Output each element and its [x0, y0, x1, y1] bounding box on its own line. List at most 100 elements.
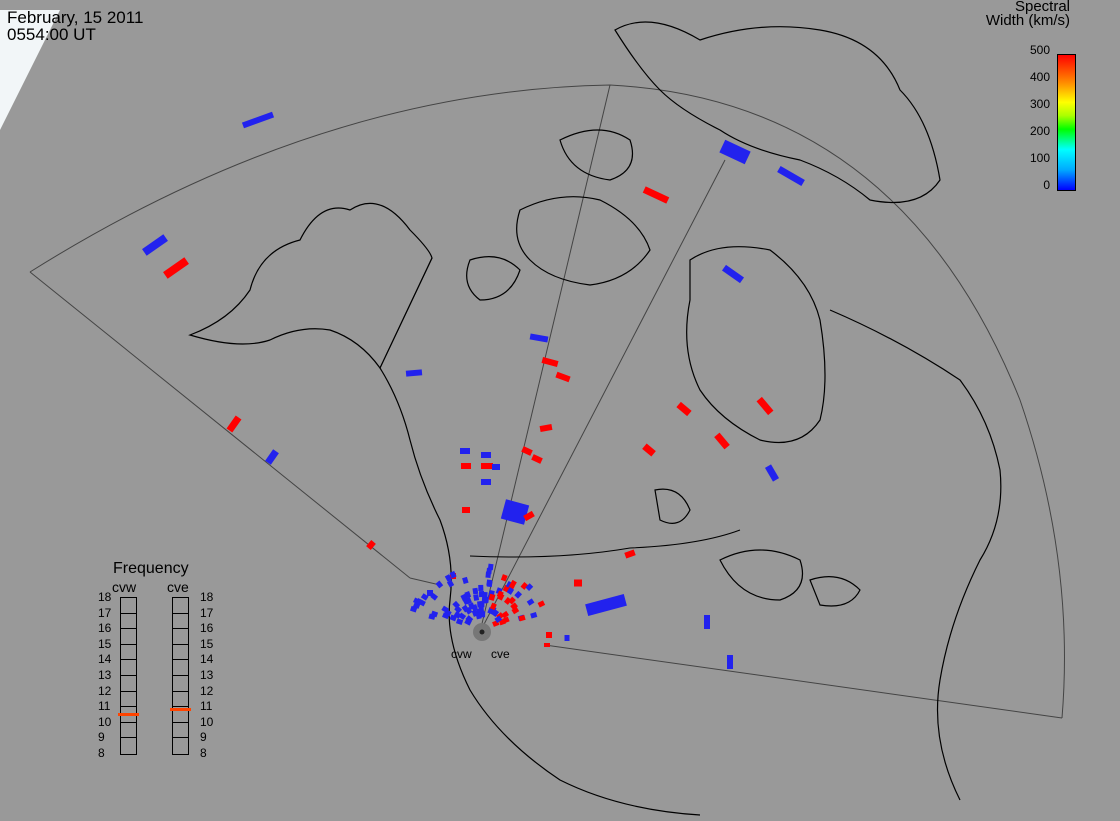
- frequency-tick: 18: [200, 590, 214, 604]
- echo-cell: [719, 139, 751, 165]
- frequency-cell: [173, 660, 188, 676]
- echo-cell: [471, 604, 478, 612]
- echo-cell: [461, 463, 471, 469]
- echo-cell: [529, 333, 549, 343]
- frequency-cell: [121, 629, 136, 645]
- echo-cell: [526, 598, 535, 606]
- colorbar-title-line2: Width (km/s): [985, 12, 1070, 29]
- echo-cell: [472, 587, 479, 595]
- echo-cell: [481, 597, 488, 604]
- frequency-tick: 15: [98, 636, 112, 651]
- echo-cell: [511, 606, 520, 615]
- echo-cell: [464, 618, 472, 626]
- frequency-tick: 9: [98, 730, 105, 745]
- echo-cell: [506, 587, 515, 595]
- echo-cell: [508, 596, 516, 605]
- echo-cell: [478, 584, 484, 592]
- frequency-tick: 10: [98, 714, 112, 729]
- echo-cell: [481, 479, 491, 485]
- frequency-cell: [173, 629, 188, 645]
- echo-cell: [449, 570, 457, 579]
- colorbar-tick: 500: [1029, 43, 1050, 57]
- echo-cell: [500, 499, 530, 525]
- echo-cell: [756, 396, 774, 416]
- echo-cell: [477, 601, 483, 608]
- echo-cell: [489, 602, 497, 611]
- frequency-marker-cve: [170, 708, 191, 712]
- colorbar-tick: 200: [1029, 124, 1050, 138]
- frequency-tick: 14: [98, 652, 112, 667]
- frequency-cell: [121, 676, 136, 692]
- frequency-tick: 8: [98, 746, 105, 760]
- echo-cell: [497, 592, 505, 601]
- frequency-tick: 13: [98, 668, 112, 682]
- echo-cell: [727, 655, 733, 669]
- echo-cell: [482, 591, 488, 599]
- echo-cell: [564, 635, 570, 641]
- echo-cell: [531, 454, 543, 464]
- echo-cell: [777, 165, 805, 187]
- echo-cell: [226, 415, 242, 433]
- frequency-cell: [173, 645, 188, 661]
- echo-cell: [491, 609, 500, 617]
- echo-cell: [530, 612, 538, 619]
- echo-cell: [461, 604, 470, 613]
- echo-cell: [420, 593, 429, 601]
- echo-cell: [427, 590, 433, 596]
- frequency-tick: 11: [200, 699, 213, 714]
- echo-cell: [455, 618, 464, 626]
- echo-cell: [430, 610, 439, 618]
- echo-cell: [520, 582, 529, 590]
- echo-cell: [458, 612, 467, 621]
- frequency-tick: 13: [200, 668, 214, 682]
- colorbar-tick: 100: [1029, 151, 1050, 165]
- frequency-cell: [121, 598, 136, 614]
- coastlines: [188, 21, 1002, 816]
- date-label: February, 15 2011: [7, 8, 144, 27]
- echo-cell: [405, 369, 423, 377]
- echo-cell: [546, 632, 552, 638]
- echo-cell: [454, 605, 463, 614]
- echo-cell: [714, 432, 730, 450]
- echo-cell: [494, 615, 503, 623]
- echo-cell: [464, 591, 472, 599]
- echo-cell: [473, 594, 480, 601]
- echo-cell: [509, 579, 517, 588]
- echo-cell: [676, 401, 692, 417]
- echo-cell: [523, 510, 535, 522]
- echo-cell: [486, 580, 493, 588]
- echo-cell: [539, 424, 553, 432]
- frequency-tick: 10: [200, 714, 214, 729]
- radar-site-center: [479, 629, 485, 635]
- echo-cell: [446, 579, 455, 588]
- frequency-cell: [121, 692, 136, 708]
- frequency-cell: [173, 738, 188, 754]
- echo-cell: [521, 446, 533, 456]
- echo-cell: [502, 616, 510, 624]
- frequency-cell: [121, 707, 136, 723]
- colorbar-tick: 400: [1029, 70, 1050, 84]
- echo-cell: [410, 605, 418, 613]
- echo-cell: [537, 600, 546, 608]
- frequency-cell: [121, 738, 136, 754]
- echo-cell: [441, 605, 450, 614]
- echo-cell: [721, 264, 745, 284]
- radar-label-east: cve: [491, 647, 510, 661]
- frequency-scale-cve: [172, 597, 189, 755]
- echo-cell: [704, 615, 710, 629]
- echo-cell: [487, 563, 494, 571]
- frequency-tick: 17: [200, 605, 214, 620]
- echo-cell: [642, 186, 670, 204]
- echo-cell: [555, 371, 571, 383]
- echo-cell: [541, 357, 559, 367]
- radar-label-west: cvw: [451, 647, 472, 661]
- pale-region: [0, 10, 60, 130]
- frequency-tick: 12: [200, 683, 214, 698]
- frequency-cell: [173, 598, 188, 614]
- frequency-cell: [173, 723, 188, 739]
- colorbar-tick: 0: [1043, 178, 1050, 192]
- echo-cell: [471, 609, 479, 617]
- echo-layer: [142, 111, 805, 669]
